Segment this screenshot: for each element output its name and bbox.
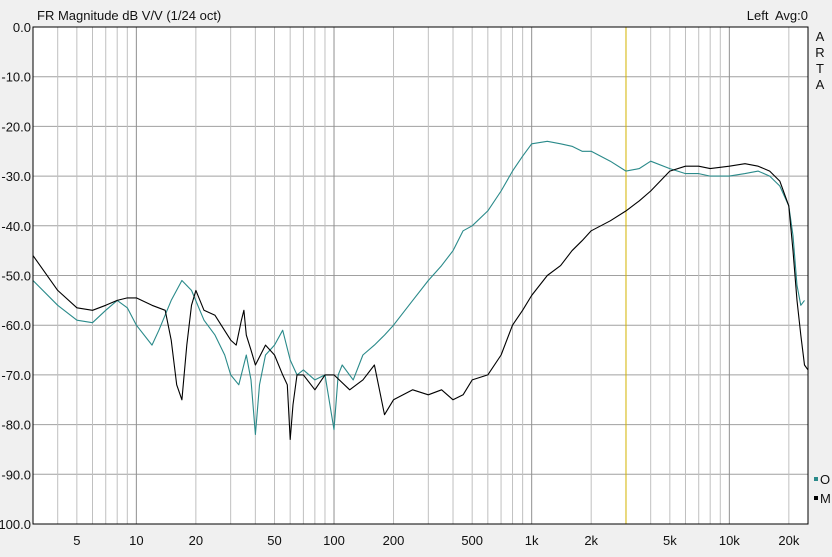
watermark-letter: A [816, 29, 825, 44]
y-tick-label: -100.0 [0, 517, 31, 532]
x-tick-label: 5 [73, 533, 80, 548]
watermark-letter: A [816, 77, 825, 92]
x-tick-label: 2k [584, 533, 598, 548]
y-tick-label: -50.0 [1, 269, 31, 284]
watermark-letter: R [815, 45, 824, 60]
legend-label: O [820, 472, 830, 487]
x-tick-label: 50 [267, 533, 281, 548]
x-tick-label: 5k [663, 533, 677, 548]
x-tick-labels: 5 10 20 50 100 200 500 1k 2k 5k 10k 20k [73, 533, 800, 548]
legend-swatch [814, 477, 818, 481]
y-tick-label: -90.0 [1, 467, 31, 482]
y-tick-label: -80.0 [1, 418, 31, 433]
x-tick-label: 100 [323, 533, 345, 548]
legend-swatch [814, 496, 818, 500]
x-tick-label: 10 [129, 533, 143, 548]
x-tick-label: 10k [719, 533, 740, 548]
y-tick-label: -20.0 [1, 119, 31, 134]
y-tick-label: -30.0 [1, 169, 31, 184]
y-tick-label: -40.0 [1, 219, 31, 234]
series-line-O [32, 140, 805, 436]
plot-frame [32, 26, 809, 525]
x-tick-label: 1k [525, 533, 539, 548]
x-tick-label: 20 [189, 533, 203, 548]
legend-label: M [820, 491, 831, 506]
x-tick-label: 500 [461, 533, 483, 548]
watermark-letter: T [816, 61, 824, 76]
x-tick-label: 20k [778, 533, 799, 548]
x-tick-label: 200 [383, 533, 405, 548]
y-tick-labels: 0.0 -10.0 -20.0 -30.0 -40.0 -50.0 -60.0 -70.0 -8… [0, 20, 31, 532]
legend: OM [814, 472, 831, 506]
chart-title: FR Magnitude dB V/V (1/24 oct) [37, 8, 221, 23]
y-tick-label: -10.0 [1, 70, 31, 85]
y-tick-label: -60.0 [1, 318, 31, 333]
series-layer [32, 140, 809, 441]
y-tick-label: 0.0 [13, 20, 31, 35]
channel-status: Left Avg:0 [747, 8, 808, 23]
y-tick-label: -70.0 [1, 368, 31, 383]
series-line-M [32, 163, 809, 441]
